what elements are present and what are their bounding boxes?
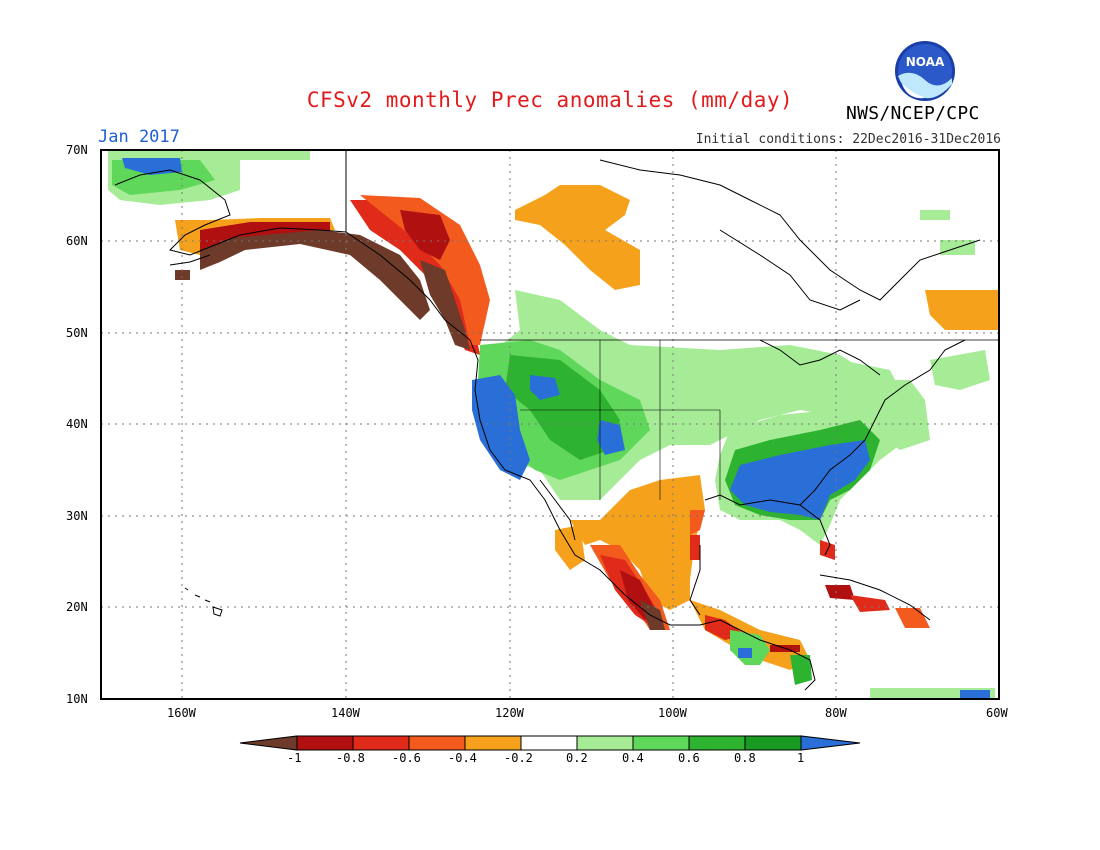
cb-label-p04: 0.4 [622,751,644,765]
initial-conditions: Initial conditions: 22Dec2016-31Dec2016 [695,132,1001,147]
forecast-month: Jan 2017 [98,127,180,147]
colorbar-swatch-m08_m06 [352,735,410,751]
colorbar-swatch-p04_06 [632,735,690,751]
hawaii-islands [184,587,223,617]
lon-label-160w: 160W [167,706,196,720]
colorbar-swatch-p06_08 [688,735,746,751]
colorbar-swatch-m02_02 [520,735,578,751]
lat-label-70n: 70N [66,143,88,157]
map-frame [100,149,1000,700]
lon-label-80w: 80W [825,706,847,720]
lat-label-10n: 10N [66,692,88,706]
cb-label-m08: -0.8 [336,751,365,765]
lat-label-60n: 60N [66,234,88,248]
lat-label-20n: 20N [66,600,88,614]
cb-label-p06: 0.6 [678,751,700,765]
cb-label-m02: -0.2 [504,751,533,765]
lat-label-40n: 40N [66,417,88,431]
lat-label-30n: 30N [66,509,88,523]
cb-label-p1: 1 [797,751,805,765]
coastlines [114,150,999,691]
colorbar-swatch-m06_m04 [408,735,466,751]
colorbar-arrow-high [800,735,861,751]
lon-label-100w: 100W [658,706,687,720]
colorbar-arrow-low [239,735,298,751]
lon-label-120w: 120W [495,706,524,720]
lon-label-140w: 140W [331,706,360,720]
cb-label-m1: -1 [287,751,302,765]
lat-label-50n: 50N [66,326,88,340]
colorbar-swatch-p08_1 [744,735,802,751]
lon-label-60w: 60W [986,706,1008,720]
agency-label: NWS/NCEP/CPC [846,103,980,124]
colorbar-swatch-m04_m02 [464,735,522,751]
logo-text: NOAA [906,55,945,69]
colorbar-swatch-p02_04 [576,735,634,751]
cb-label-m04: -0.4 [448,751,477,765]
noaa-logo: NOAA [895,41,955,101]
map-title: CFSv2 monthly Prec anomalies (mm/day) [306,88,794,112]
colorbar [239,735,861,751]
cb-label-p02: 0.2 [566,751,588,765]
cb-label-p08: 0.8 [734,751,756,765]
cb-label-m06: -0.6 [392,751,421,765]
anomaly-shading [108,150,999,699]
graticule [101,150,999,699]
colorbar-swatch-m1_m08 [296,735,354,751]
